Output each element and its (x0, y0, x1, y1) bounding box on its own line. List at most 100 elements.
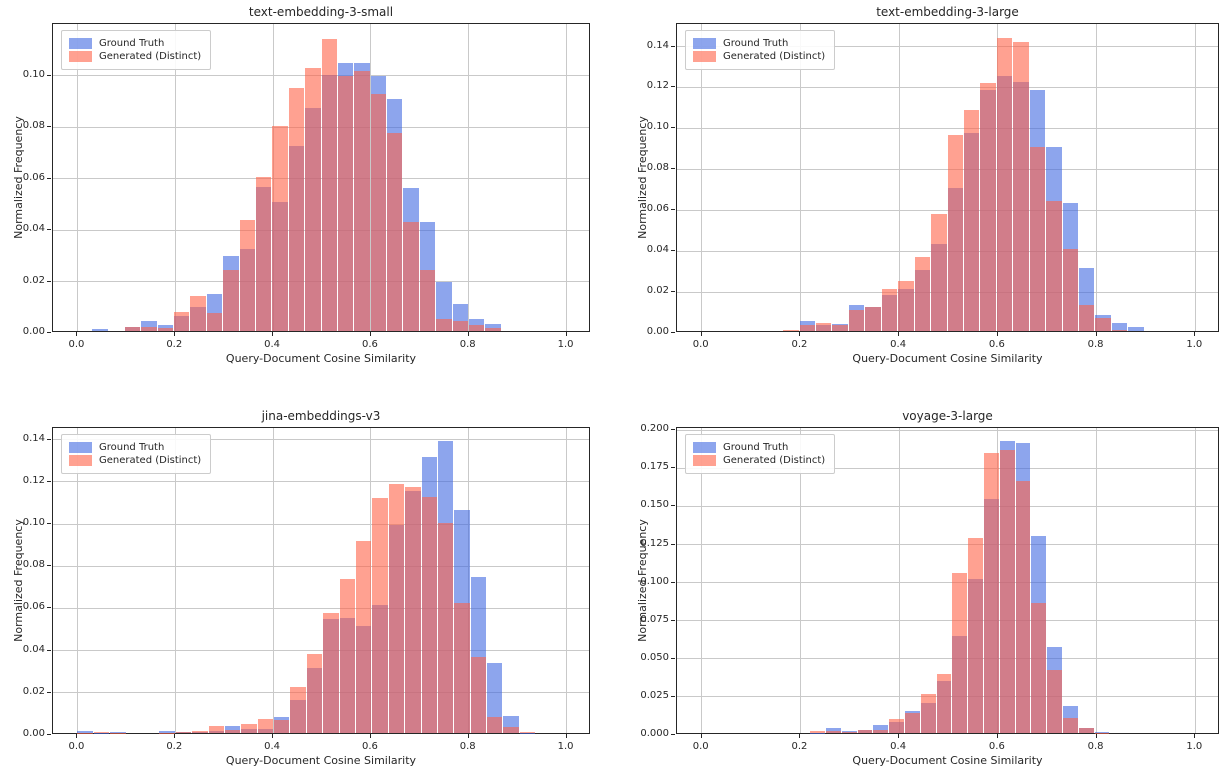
x-tick-mark (700, 734, 702, 738)
bar-ground-truth (1111, 323, 1128, 331)
x-tick-label: 0.2 (166, 339, 183, 350)
x-tick-mark (76, 734, 78, 738)
legend-label: Generated (Distinct) (99, 455, 202, 466)
legend-label: Ground Truth (723, 442, 789, 453)
x-tick-mark (1194, 734, 1196, 738)
x-tick-mark (996, 734, 998, 738)
x-tick-label: 0.2 (791, 339, 808, 350)
bar-generated (996, 37, 1013, 331)
bar-generated (224, 729, 241, 733)
gridline-x (898, 428, 900, 733)
y-tick-label: 0.000 (640, 728, 669, 739)
bar-ground-truth (841, 730, 857, 733)
legend-label: Ground Truth (99, 38, 165, 49)
bar-generated (984, 453, 999, 733)
bar-generated (288, 87, 305, 331)
x-tick-mark (799, 332, 801, 336)
y-tick-label: 0.04 (646, 244, 669, 256)
y-tick-mark (47, 607, 51, 609)
x-tick-mark (565, 332, 567, 336)
plot-area (52, 427, 590, 734)
x-tick-label: 0.8 (1087, 339, 1104, 350)
legend-item: Generated (Distinct) (693, 455, 825, 466)
y-tick-label: 0.00 (22, 326, 45, 337)
gridline-y (677, 86, 1218, 88)
y-tick-mark (47, 565, 51, 567)
gridline-x (1096, 24, 1098, 331)
gridline-x (701, 24, 703, 331)
bar-generated (832, 325, 848, 331)
legend-swatch-generated (69, 455, 92, 466)
bar-generated (468, 325, 485, 331)
x-tick-mark (174, 734, 176, 738)
x-tick-label: 0.0 (692, 339, 709, 350)
subplot-voyage-3-large: voyage-3-large Normalized Frequency Query-… (612, 387, 1224, 774)
bar-generated (339, 579, 355, 733)
legend-label: Ground Truth (99, 442, 165, 453)
y-tick-label: 0.04 (22, 223, 45, 234)
y-tick-label: 0.12 (22, 474, 45, 486)
bar-generated (1062, 249, 1079, 331)
x-tick-mark (1194, 332, 1196, 336)
bar-generated (857, 729, 873, 733)
bar-generated (1111, 329, 1128, 331)
gridline-y (53, 229, 589, 231)
legend-swatch-ground-truth (69, 442, 92, 453)
y-tick-label: 0.150 (640, 499, 669, 511)
bar-generated (470, 657, 487, 733)
bar-generated (272, 126, 288, 331)
gridline-y (53, 126, 589, 128)
gridline-y (53, 607, 589, 609)
gridline-x (799, 428, 801, 733)
legend-item: Ground Truth (693, 442, 825, 453)
legend-item: Generated (Distinct) (693, 51, 825, 62)
bar-generated (905, 713, 920, 733)
bar-generated (999, 449, 1015, 733)
bar-generated (437, 523, 454, 733)
bar-generated (865, 307, 881, 331)
gridline-x (566, 24, 568, 331)
y-tick-mark (671, 250, 675, 252)
bar-generated (519, 731, 536, 733)
x-tick-label: 1.0 (1186, 741, 1203, 752)
y-tick-mark (671, 291, 675, 293)
legend-swatch-generated (693, 455, 716, 466)
chart-title: voyage-3-large (902, 409, 993, 423)
bar-generated (1095, 317, 1111, 331)
x-tick-label: 0.4 (264, 741, 281, 752)
y-tick-mark (671, 581, 675, 583)
gridline-y (677, 582, 1218, 584)
y-tick-label: 0.14 (22, 432, 45, 444)
bar-generated (487, 717, 503, 733)
y-tick-mark (47, 177, 51, 179)
y-tick-label: 0.08 (22, 559, 45, 571)
gridline-y (53, 523, 589, 525)
gridline-y (53, 481, 589, 483)
bar-generated (370, 94, 387, 331)
y-tick-label: 0.050 (640, 651, 669, 663)
legend-swatch-ground-truth (693, 38, 716, 49)
bar-generated (826, 731, 841, 733)
x-tick-mark (76, 332, 78, 336)
legend-label: Generated (Distinct) (99, 51, 202, 62)
bar-ground-truth (1128, 327, 1144, 331)
legend: Ground Truth Generated (Distinct) (685, 434, 836, 474)
bar-generated (255, 176, 272, 331)
gridline-x (272, 428, 274, 733)
bar-generated (174, 311, 190, 331)
bar-generated (898, 281, 914, 331)
gridline-x (76, 24, 78, 331)
y-tick-mark (47, 332, 51, 333)
y-tick-mark (671, 332, 675, 333)
bar-generated (503, 726, 519, 733)
gridline-x (468, 24, 470, 331)
bar-generated (192, 730, 208, 733)
y-tick-label: 0.08 (646, 162, 669, 174)
bar-generated (306, 653, 323, 733)
y-tick-mark (671, 86, 675, 88)
legend: Ground Truth Generated (Distinct) (61, 434, 212, 474)
x-tick-mark (369, 332, 371, 336)
x-tick-label: 1.0 (557, 741, 574, 752)
legend-label: Generated (Distinct) (723, 455, 826, 466)
